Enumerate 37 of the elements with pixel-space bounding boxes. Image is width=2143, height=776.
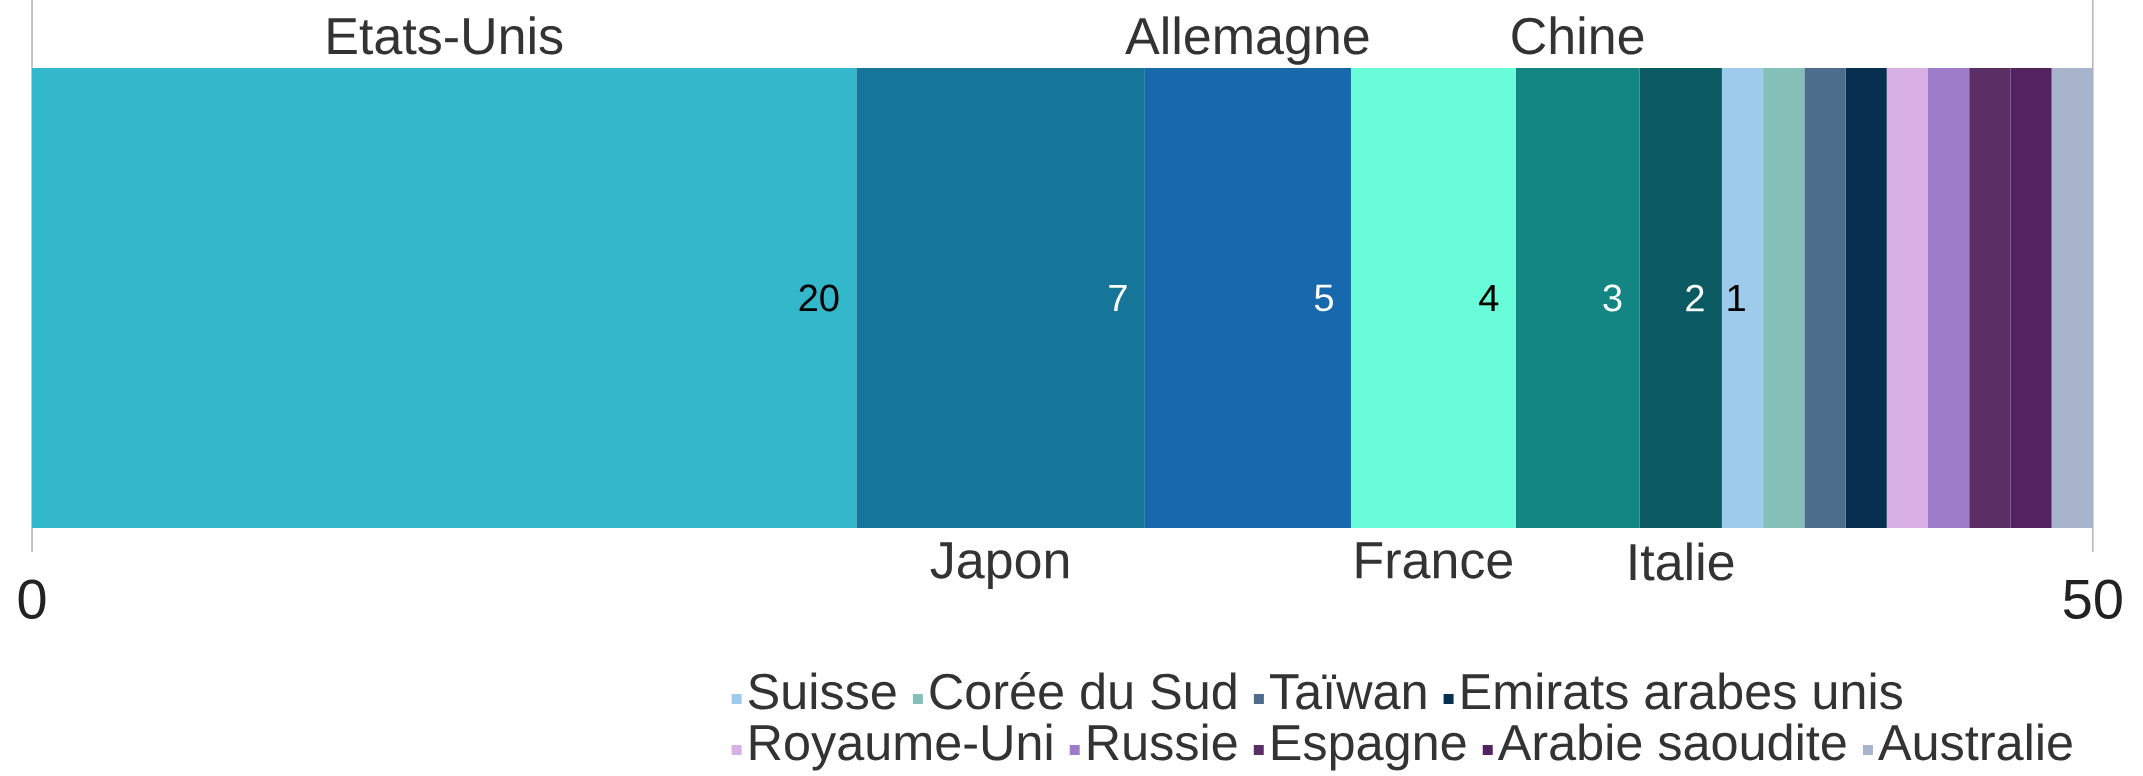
bar	[1886, 67, 1928, 528]
legend-label: Arabie saoudite	[1497, 723, 1846, 761]
bar	[1763, 67, 1805, 528]
x-tick-label: 0	[18, 579, 46, 620]
bar	[1639, 67, 1722, 528]
series-label: Japon	[930, 542, 1069, 589]
data-label: 7	[1109, 284, 1127, 312]
legend-label: Russie	[1088, 723, 1237, 761]
legend-label: Taïwan	[1270, 674, 1426, 710]
data-label: 5	[1314, 284, 1333, 312]
data-label: 1	[1728, 284, 1745, 312]
series-label: Allemagne	[1125, 16, 1369, 65]
bar	[1927, 67, 1970, 528]
bar	[856, 67, 1145, 528]
bar	[1350, 67, 1516, 528]
legend-label: Royaume-Uni	[750, 723, 1052, 771]
bar	[1144, 67, 1351, 528]
legend-label: Espagne	[1272, 725, 1466, 771]
data-label: 3	[1603, 284, 1622, 312]
bar	[1721, 67, 1764, 528]
series-label: Italie	[1630, 542, 1734, 581]
series-label: Chine	[1512, 16, 1644, 55]
series-label: Etats-Unis	[328, 16, 563, 55]
legend-label: Australie	[1878, 723, 2072, 761]
bar	[1845, 67, 1887, 528]
data-label: 2	[1686, 284, 1704, 312]
legend-label: Emirats arabes unis	[1462, 672, 1903, 710]
bar	[1515, 67, 1640, 528]
bar	[32, 67, 857, 528]
data-label: 4	[1479, 284, 1499, 312]
series-label: France	[1356, 542, 1512, 579]
legend-label: Suisse	[748, 672, 896, 710]
bar	[1804, 67, 1846, 528]
x-tick-label: 50	[2063, 579, 2122, 620]
bar	[2051, 67, 2093, 528]
legend-label: Corée du Sud	[930, 671, 1236, 710]
data-label: 20	[799, 284, 839, 312]
